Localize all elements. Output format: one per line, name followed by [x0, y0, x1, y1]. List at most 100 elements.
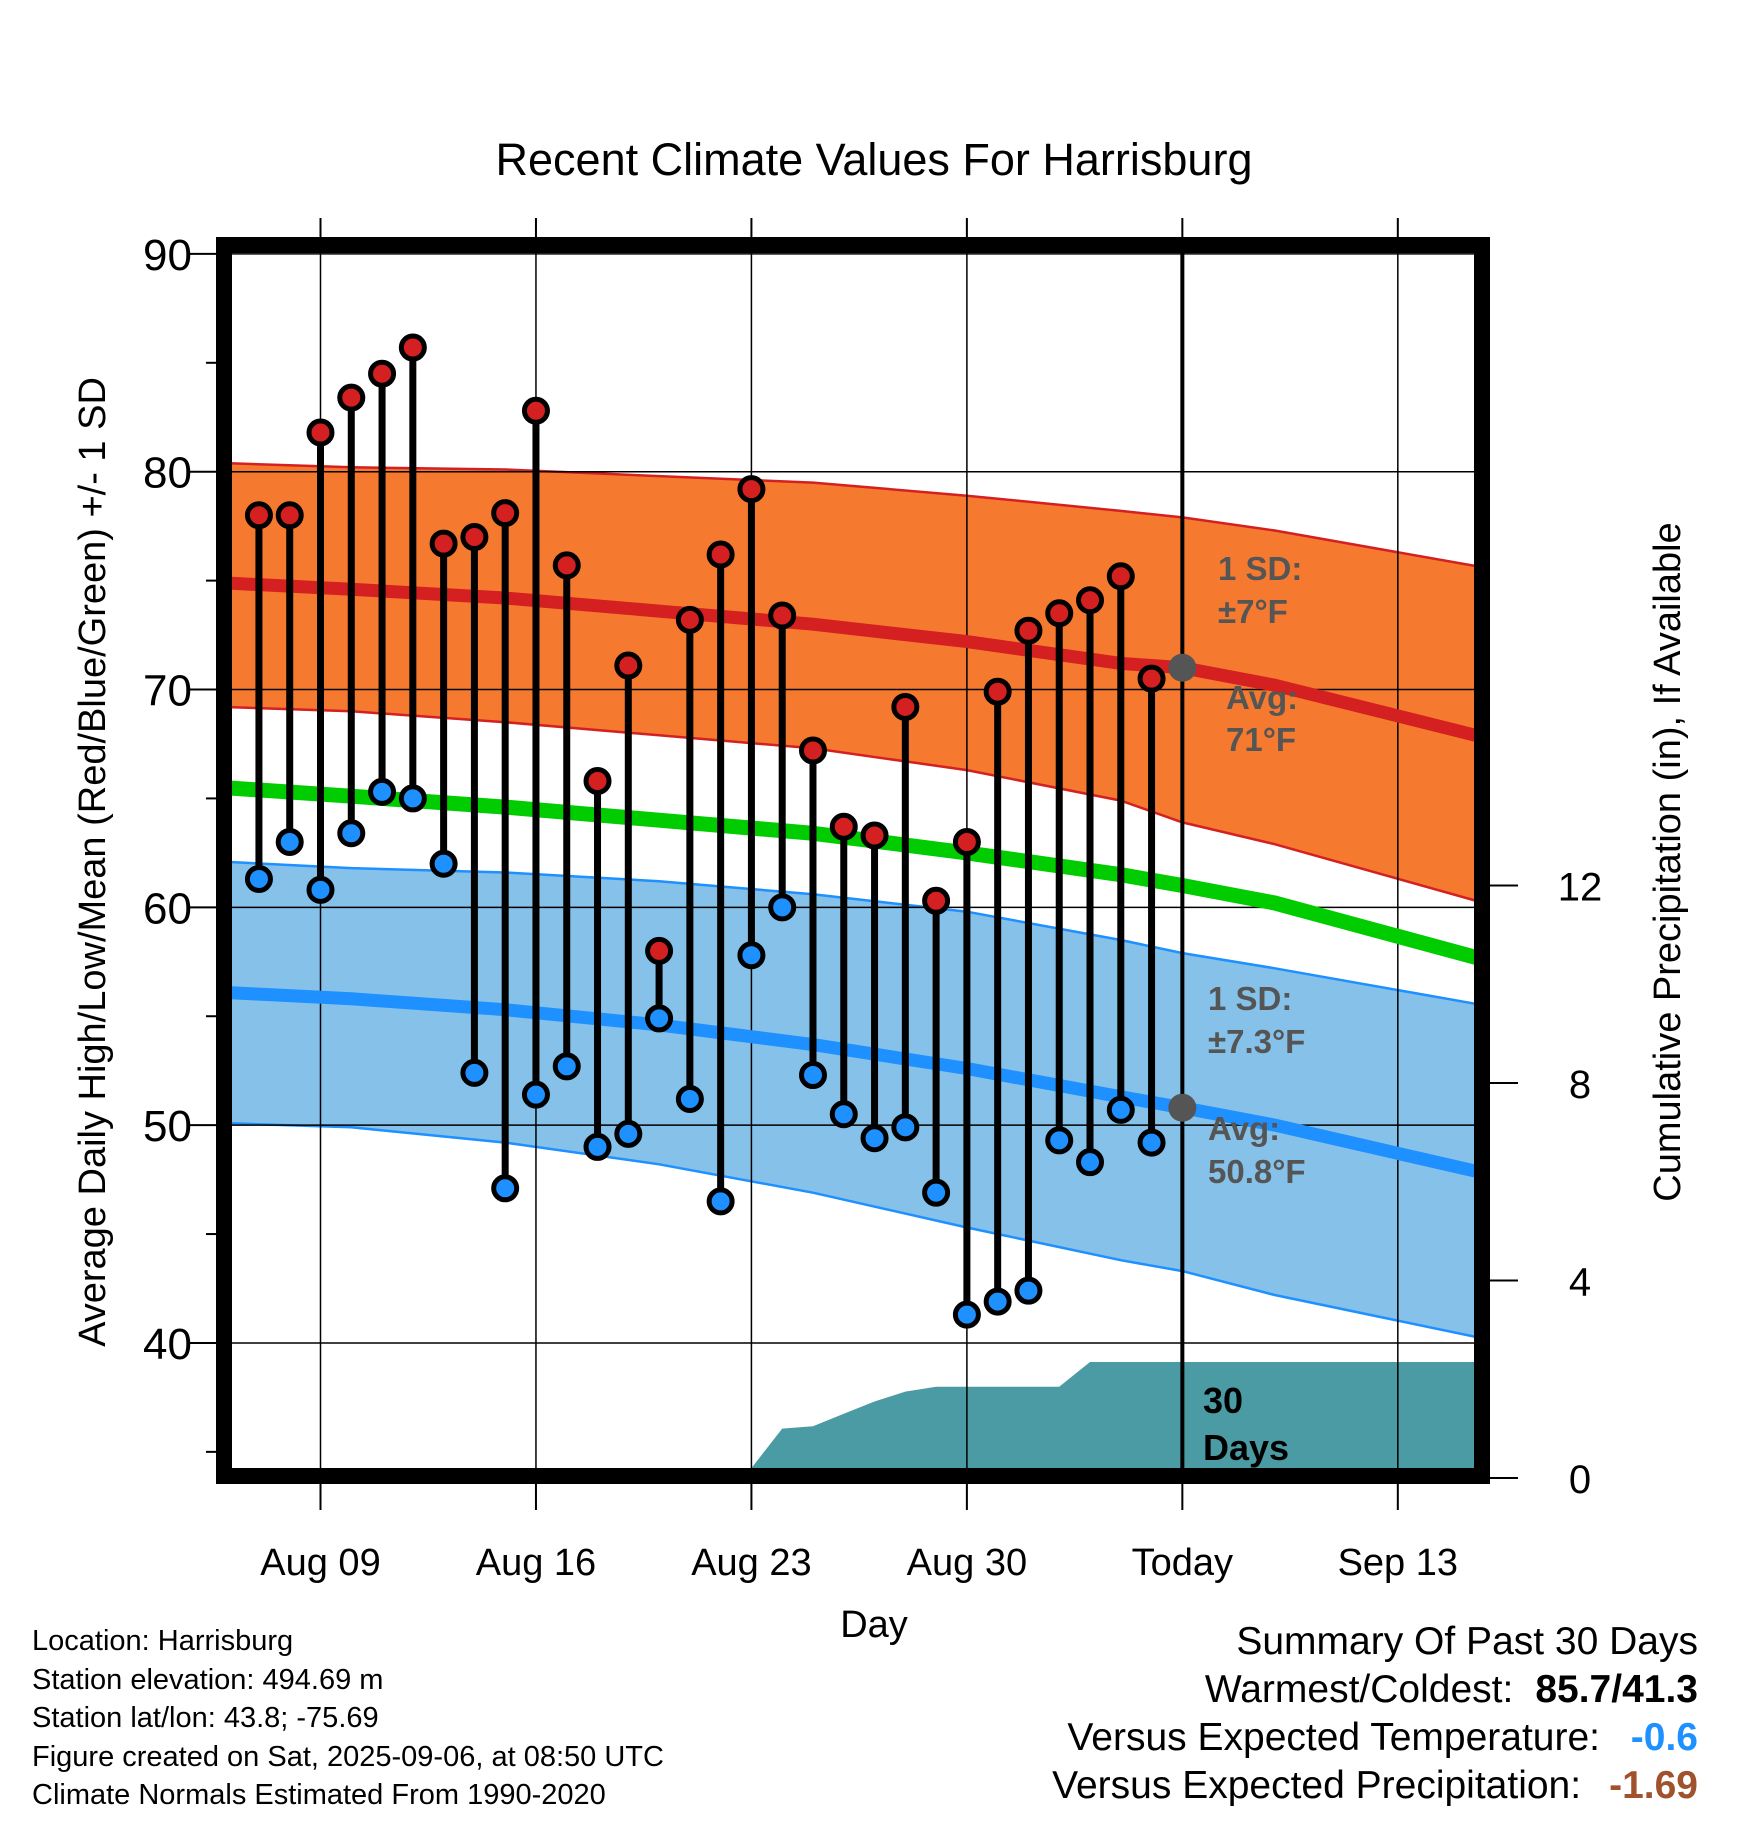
low-band-upper-edge — [221, 860, 1485, 1007]
daily-low-point — [860, 1124, 889, 1153]
daily-low-point — [491, 1174, 520, 1203]
daily-low-point — [521, 1080, 550, 1109]
temp-anomaly-value: -0.6 — [1630, 1716, 1698, 1759]
chart-title: Recent Climate Values For Harrisburg — [496, 134, 1253, 185]
daily-high-point — [1076, 586, 1105, 615]
daily-high-point — [275, 501, 304, 530]
high-avg-marker — [1168, 653, 1197, 682]
daily-high-point — [337, 383, 366, 412]
daily-high-point — [706, 540, 735, 569]
x-axis-title: Day — [840, 1604, 908, 1646]
low-avg-marker — [1168, 1093, 1197, 1122]
summary-panel: Summary Of Past 30 Days Warmest/Coldest:… — [1052, 1618, 1698, 1810]
daily-low-point — [1137, 1128, 1166, 1157]
daily-low-point — [275, 827, 304, 856]
y-tick-label: 50 — [143, 1102, 192, 1151]
precip-period-unit: Days — [1203, 1427, 1289, 1468]
x-tick-label: Today — [1132, 1542, 1233, 1584]
high-band-lower-edge — [221, 705, 1485, 905]
low-sd-band — [222, 861, 1484, 1339]
temp-anomaly-label: Versus Expected Temperature: — [1067, 1716, 1600, 1759]
daily-low-point — [645, 1004, 674, 1033]
precipitation-area — [222, 1362, 1484, 1478]
low-band-lower-edge — [221, 1121, 1485, 1340]
daily-low-point — [1014, 1276, 1043, 1305]
annotations: 1 SD: ±7°F Avg: 71°F 1 SD: ±7.3°F Avg: 50.8°F 30… — [1168, 550, 1306, 1468]
daily-high-point — [645, 936, 674, 965]
y-axis-title: Average Daily High/Low/Mean (Red/Blue/Gr… — [72, 377, 114, 1347]
high-normal-line — [221, 576, 1486, 744]
daily-low-point — [244, 865, 273, 894]
daily-high-point — [614, 651, 643, 680]
daily-low-point — [1106, 1095, 1135, 1124]
daily-high-point — [521, 396, 550, 425]
daily-high-point — [675, 605, 704, 634]
latlon-text: Station lat/lon: 43.8; -75.69 — [32, 1702, 379, 1735]
location-text: Location: Harrisburg — [32, 1625, 294, 1657]
daily-low-point — [368, 777, 397, 806]
precip-anomaly-label: Versus Expected Precipitation: — [1052, 1764, 1582, 1807]
daily-high-point — [860, 821, 889, 850]
precip-cumulative-area — [222, 1362, 1484, 1478]
daily-low-point — [552, 1052, 581, 1081]
high-sd-label: 1 SD: — [1218, 550, 1302, 587]
daily-high-point — [952, 827, 981, 856]
summary-precip: Versus Expected Precipitation: -1.69 — [1052, 1762, 1698, 1810]
normals-text: Climate Normals Estimated From 1990-2020 — [32, 1779, 606, 1812]
daily-high-point — [922, 886, 951, 915]
daily-high-point — [1106, 562, 1135, 591]
daily-low-point — [583, 1132, 612, 1161]
axes: Recent Climate Values For Harrisburg4050… — [72, 134, 1689, 1646]
station-info: Location: Harrisburg Station elevation: … — [32, 1622, 664, 1815]
created-text: Figure created on Sat, 2025-09-06, at 08… — [32, 1740, 664, 1773]
y2-tick-label: 8 — [1569, 1063, 1591, 1107]
y-tick-label: 90 — [143, 231, 192, 280]
daily-high-point — [244, 501, 273, 530]
precip-anomaly-value: -1.69 — [1609, 1764, 1698, 1807]
daily-low-point — [829, 1100, 858, 1129]
y2-tick-label: 12 — [1558, 866, 1603, 910]
plot-border — [216, 237, 1490, 1484]
warm-cold-label: Warmest/Coldest: — [1204, 1668, 1514, 1711]
daily-low-point — [337, 819, 366, 848]
daily-high-point — [583, 766, 612, 795]
summary-title: Summary Of Past 30 Days — [1236, 1620, 1698, 1663]
daily-high-point — [1014, 616, 1043, 645]
high-sd-value: ±7°F — [1218, 593, 1288, 630]
x-tick-label: Sep 13 — [1338, 1542, 1458, 1584]
daily-high-point — [1045, 599, 1074, 628]
daily-low-point — [768, 893, 797, 922]
precip-period-number: 30 — [1203, 1380, 1243, 1421]
x-tick-label: Aug 23 — [691, 1542, 811, 1584]
high-avg-value: 71°F — [1226, 721, 1296, 758]
elevation-text: Station elevation: 494.69 m — [32, 1663, 384, 1696]
low-sd-value: ±7.3°F — [1208, 1023, 1305, 1060]
warm-cold-value: 85.7/41.3 — [1535, 1668, 1698, 1711]
daily-low-point — [675, 1085, 704, 1114]
daily-low-point — [891, 1113, 920, 1142]
summary-warm-cold: Warmest/Coldest: 85.7/41.3 — [1052, 1666, 1698, 1714]
x-tick-label: Aug 09 — [260, 1542, 380, 1584]
daily-low-point — [1045, 1126, 1074, 1155]
daily-high-point — [552, 551, 581, 580]
plot-frame — [216, 237, 1490, 1484]
daily-low-point — [952, 1300, 981, 1329]
y-tick-label: 70 — [143, 667, 192, 716]
normal-lines — [221, 243, 1486, 1478]
daily-low-point — [706, 1187, 735, 1216]
y2-tick-label: 0 — [1569, 1458, 1591, 1502]
daily-high-point — [737, 475, 766, 504]
daily-high-point — [460, 523, 489, 552]
daily-low-point — [398, 784, 427, 813]
daily-high-point — [491, 499, 520, 528]
daily-low-point — [306, 875, 335, 904]
daily-high-point — [1137, 664, 1166, 693]
daily-high-point — [829, 812, 858, 841]
low-normal-line — [221, 985, 1486, 1180]
daily-high-point — [798, 736, 827, 765]
daily-low-point — [1076, 1148, 1105, 1177]
daily-high-point — [398, 333, 427, 362]
daily-high-point — [891, 692, 920, 721]
high-band-upper-edge — [221, 461, 1485, 569]
y2-axis-title: Cumulative Precipitation (in), If Availa… — [1647, 522, 1689, 1201]
